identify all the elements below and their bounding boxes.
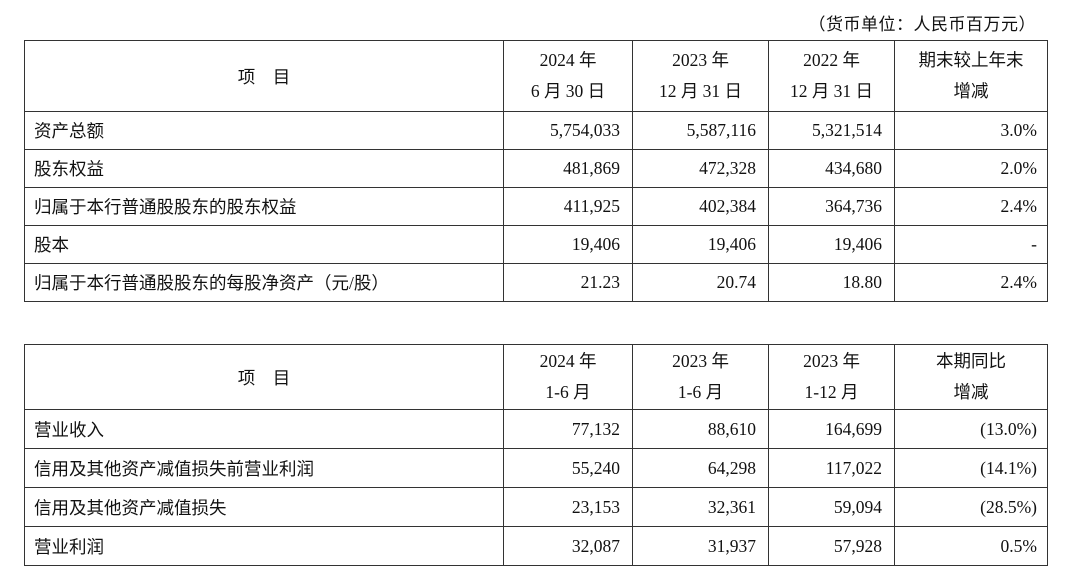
row-label: 资产总额	[24, 111, 504, 150]
table-row-shareholders-equity: 股东权益 481,869 472,328 434,680 2.0%	[24, 149, 1048, 188]
value-2024-h1: 77,132	[503, 409, 633, 449]
header-line-date: 6 月 30 日	[530, 81, 606, 101]
value-change: 2.4%	[894, 187, 1048, 226]
value-2023-full: 59,094	[768, 487, 895, 527]
value-2023: 20.74	[632, 263, 769, 302]
column-header-item: 项 目	[24, 344, 504, 410]
value-2023-h1: 31,937	[632, 526, 769, 566]
column-header-2023-full-year: 2023 年 1-12 月	[768, 344, 895, 410]
value-2023: 19,406	[632, 225, 769, 264]
financial-position-table: 项 目 2024 年 6 月 30 日 2023 年 12 月 31 日 202…	[24, 40, 1048, 302]
row-label: 信用及其他资产减值损失前营业利润	[24, 448, 504, 488]
table-header-row: 项 目 2024 年 6 月 30 日 2023 年 12 月 31 日 202…	[24, 40, 1048, 112]
column-header-2024-06-30: 2024 年 6 月 30 日	[503, 40, 633, 112]
value-change: 2.0%	[894, 149, 1048, 188]
value-change: (14.1%)	[894, 448, 1048, 488]
value-2022: 364,736	[768, 187, 895, 226]
header-line-change: 期末较上年末	[918, 50, 1024, 70]
value-2024: 21.23	[503, 263, 633, 302]
column-header-2022-12-31: 2022 年 12 月 31 日	[768, 40, 895, 112]
header-line-date: 12 月 31 日	[789, 81, 874, 101]
value-change: (13.0%)	[894, 409, 1048, 449]
column-header-yoy-change: 本期同比 增减	[894, 344, 1048, 410]
value-2024-h1: 23,153	[503, 487, 633, 527]
header-line-year: 2024 年	[539, 50, 597, 70]
table-row-net-assets-per-share: 归属于本行普通股股东的每股净资产（元/股） 21.23 20.74 18.80 …	[24, 263, 1048, 302]
header-line-period: 1-6 月	[677, 382, 724, 402]
value-2024: 481,869	[503, 149, 633, 188]
value-2023-full: 57,928	[768, 526, 895, 566]
value-change: 2.4%	[894, 263, 1048, 302]
currency-unit-note: （货币单位：人民币百万元）	[808, 15, 1036, 34]
row-label: 营业收入	[24, 409, 504, 449]
header-line-year: 2023 年	[672, 351, 729, 371]
column-header-2023-h1: 2023 年 1-6 月	[632, 344, 769, 410]
value-2023: 472,328	[632, 149, 769, 188]
value-change: 0.5%	[894, 526, 1048, 566]
value-change: (28.5%)	[894, 487, 1048, 527]
value-change: -	[894, 225, 1048, 264]
header-line-change: 增减	[953, 382, 989, 402]
column-header-item: 项 目	[24, 40, 504, 112]
header-line-change: 本期同比	[936, 351, 1006, 371]
value-2023: 402,384	[632, 187, 769, 226]
value-2023: 5,587,116	[632, 111, 769, 150]
header-line-year: 2023 年	[803, 351, 860, 371]
value-2023-h1: 32,361	[632, 487, 769, 527]
table-row-operating-profit: 营业利润 32,087 31,937 57,928 0.5%	[24, 526, 1048, 566]
value-2023-h1: 64,298	[632, 448, 769, 488]
table-row-share-capital: 股本 19,406 19,406 19,406 -	[24, 225, 1048, 264]
row-label: 信用及其他资产减值损失	[24, 487, 504, 527]
header-line-date: 12 月 31 日	[658, 81, 743, 101]
column-header-2024-h1: 2024 年 1-6 月	[503, 344, 633, 410]
header-line-year: 2022 年	[803, 50, 860, 70]
value-2024: 5,754,033	[503, 111, 633, 150]
value-2022: 5,321,514	[768, 111, 895, 150]
header-line-year: 2023 年	[672, 50, 729, 70]
table-row-equity-attributable-ordinary: 归属于本行普通股股东的股东权益 411,925 402,384 364,736 …	[24, 187, 1048, 226]
value-2023-full: 164,699	[768, 409, 895, 449]
header-line-change: 增减	[953, 81, 989, 101]
header-line-period: 1-12 月	[804, 382, 859, 402]
header-line-period: 1-6 月	[545, 382, 591, 402]
table-row-operating-income: 营业收入 77,132 88,610 164,699 (13.0%)	[24, 409, 1048, 449]
row-label: 股东权益	[24, 149, 504, 188]
row-label: 营业利润	[24, 526, 504, 566]
header-line-year: 2024 年	[539, 351, 597, 371]
value-2024-h1: 55,240	[503, 448, 633, 488]
value-2022: 434,680	[768, 149, 895, 188]
value-2024-h1: 32,087	[503, 526, 633, 566]
row-label: 归属于本行普通股股东的每股净资产（元/股）	[24, 263, 504, 302]
table-row-impairment-losses: 信用及其他资产减值损失 23,153 32,361 59,094 (28.5%)	[24, 487, 1048, 527]
table-row-profit-before-impairment: 信用及其他资产减值损失前营业利润 55,240 64,298 117,022 (…	[24, 448, 1048, 488]
operating-results-table: 项 目 2024 年 1-6 月 2023 年 1-6 月 2023 年 1-1…	[24, 344, 1048, 566]
column-header-2023-12-31: 2023 年 12 月 31 日	[632, 40, 769, 112]
value-change: 3.0%	[894, 111, 1048, 150]
row-label: 归属于本行普通股股东的股东权益	[24, 187, 504, 226]
value-2024: 411,925	[503, 187, 633, 226]
value-2022: 18.80	[768, 263, 895, 302]
value-2023-full: 117,022	[768, 448, 895, 488]
value-2023-h1: 88,610	[632, 409, 769, 449]
value-2024: 19,406	[503, 225, 633, 264]
table-row-total-assets: 资产总额 5,754,033 5,587,116 5,321,514 3.0%	[24, 111, 1048, 150]
value-2022: 19,406	[768, 225, 895, 264]
row-label: 股本	[24, 225, 504, 264]
column-header-period-change: 期末较上年末 增减	[894, 40, 1048, 112]
table-header-row: 项 目 2024 年 1-6 月 2023 年 1-6 月 2023 年 1-1…	[24, 344, 1048, 410]
